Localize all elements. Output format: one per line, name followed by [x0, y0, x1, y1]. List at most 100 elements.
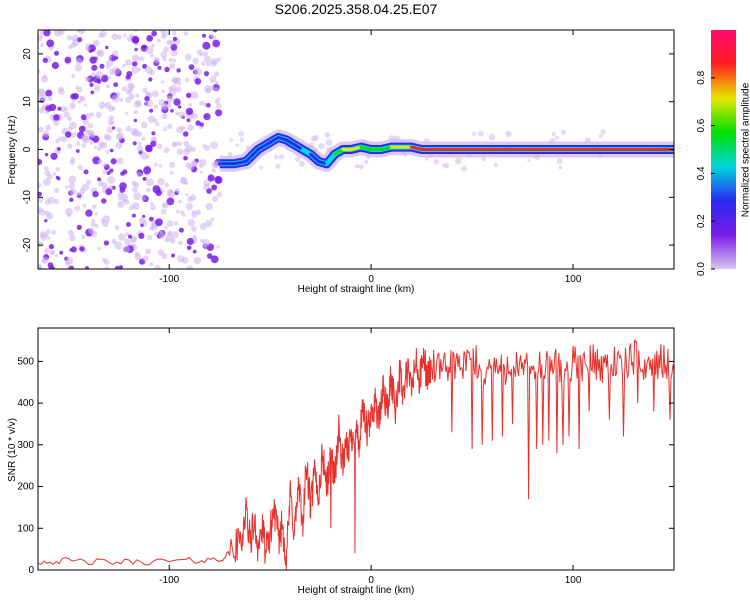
- colorbar-tick-label: 0.6: [696, 118, 707, 132]
- noise-speckle: [45, 229, 51, 234]
- noise-speckle: [111, 33, 119, 41]
- noise-speckle: [154, 264, 161, 269]
- noise-speckle: [214, 87, 219, 92]
- noise-speckle: [172, 30, 177, 36]
- noise-speckle: [158, 232, 166, 239]
- noise-speckle: [65, 185, 69, 189]
- noise-speckle: [44, 199, 51, 206]
- noise-speckle: [162, 57, 167, 62]
- noise-speckle: [116, 132, 124, 140]
- noise-speckle: [89, 140, 95, 145]
- noise-speckle: [160, 51, 168, 59]
- noise-speckle: [202, 143, 207, 149]
- noise-speckle: [461, 165, 467, 172]
- noise-speckle: [137, 141, 142, 146]
- ridge-segment: [268, 136, 280, 144]
- noise-speckle: [132, 141, 137, 146]
- noise-speckle: [76, 224, 82, 230]
- noise-speckle: [113, 82, 119, 88]
- noise-speckle: [90, 221, 96, 227]
- noise-speckle: [163, 202, 169, 209]
- noise-speckle: [175, 111, 180, 116]
- noise-speckle: [38, 126, 44, 133]
- noise-speckle: [44, 152, 49, 157]
- colorbar-ticks: 0.0 0.2 0.4 0.6 0.8: [696, 70, 715, 276]
- noise-speckle: [49, 249, 56, 256]
- ridge-segment: [244, 148, 260, 163]
- noise-speckle: [142, 176, 147, 181]
- noise-speckle: [81, 143, 87, 148]
- x-tick-label: -100: [159, 274, 179, 285]
- noise-speckle: [555, 135, 560, 140]
- noise-speckle: [146, 234, 153, 241]
- noise-speckle: [116, 127, 122, 133]
- y-tick-label: -10: [22, 190, 33, 205]
- noise-speckle: [211, 58, 219, 65]
- noise-speckle: [155, 122, 160, 127]
- noise-speckle: [153, 104, 158, 109]
- noise-speckle: [318, 143, 325, 150]
- noise-speckle: [182, 257, 189, 264]
- noise-speckle: [169, 161, 176, 168]
- noise-speckle: [130, 237, 137, 244]
- noise-speckle: [67, 116, 72, 122]
- noise-speckle: [137, 145, 144, 152]
- noise-speckle: [89, 82, 94, 87]
- noise-speckle: [85, 112, 92, 119]
- noise-speckle: [199, 100, 205, 106]
- noise-speckle: [56, 147, 61, 151]
- noise-speckle: [118, 233, 126, 242]
- noise-speckle: [150, 201, 154, 206]
- noise-speckle: [79, 96, 86, 102]
- noise-speckle: [85, 209, 93, 217]
- ridge-segment: [256, 140, 272, 151]
- noise-speckle: [51, 61, 60, 70]
- noise-speckle: [194, 78, 202, 85]
- noise-speckle: [68, 182, 75, 189]
- noise-speckle: [92, 204, 97, 209]
- noise-speckle: [527, 158, 531, 163]
- snr-x-label: Height of straight line (km): [298, 585, 415, 596]
- noise-speckle: [70, 93, 77, 100]
- noise-speckle: [551, 132, 556, 137]
- noise-speckle: [104, 266, 109, 269]
- noise-speckle: [133, 110, 139, 115]
- noise-speckle: [75, 149, 80, 153]
- noise-speckle: [136, 171, 143, 178]
- noise-speckle: [95, 71, 104, 80]
- noise-speckle: [39, 93, 47, 102]
- noise-speckle: [131, 65, 140, 74]
- noise-speckle: [154, 57, 160, 64]
- noise-speckle: [70, 157, 76, 163]
- noise-speckle: [105, 45, 109, 50]
- noise-speckle: [114, 241, 123, 250]
- noise-speckle: [90, 90, 95, 95]
- noise-speckle: [202, 33, 206, 38]
- noise-speckle: [175, 209, 180, 214]
- noise-speckle: [48, 244, 55, 250]
- noise-speckle: [185, 193, 189, 197]
- noise-speckle: [203, 71, 210, 77]
- noise-speckle: [61, 136, 68, 143]
- noise-speckle: [111, 238, 117, 244]
- noise-speckle: [354, 164, 360, 169]
- frequency-ridge: [218, 129, 674, 172]
- noise-speckle: [145, 46, 154, 55]
- noise-speckle: [86, 46, 91, 52]
- noise-speckle: [150, 53, 154, 58]
- noise-speckle: [82, 203, 87, 208]
- x-tick-label: 0: [368, 575, 374, 586]
- noise-speckle: [212, 30, 218, 33]
- noise-speckle: [142, 255, 149, 262]
- noise-speckle: [63, 111, 70, 118]
- noise-speckle: [193, 257, 201, 265]
- noise-speckle: [164, 66, 170, 73]
- noise-speckle: [358, 164, 364, 170]
- noise-speckle: [178, 240, 183, 246]
- noise-speckle: [154, 231, 159, 236]
- noise-speckle: [481, 157, 486, 162]
- noise-speckle: [69, 102, 76, 110]
- noise-speckle: [89, 56, 97, 64]
